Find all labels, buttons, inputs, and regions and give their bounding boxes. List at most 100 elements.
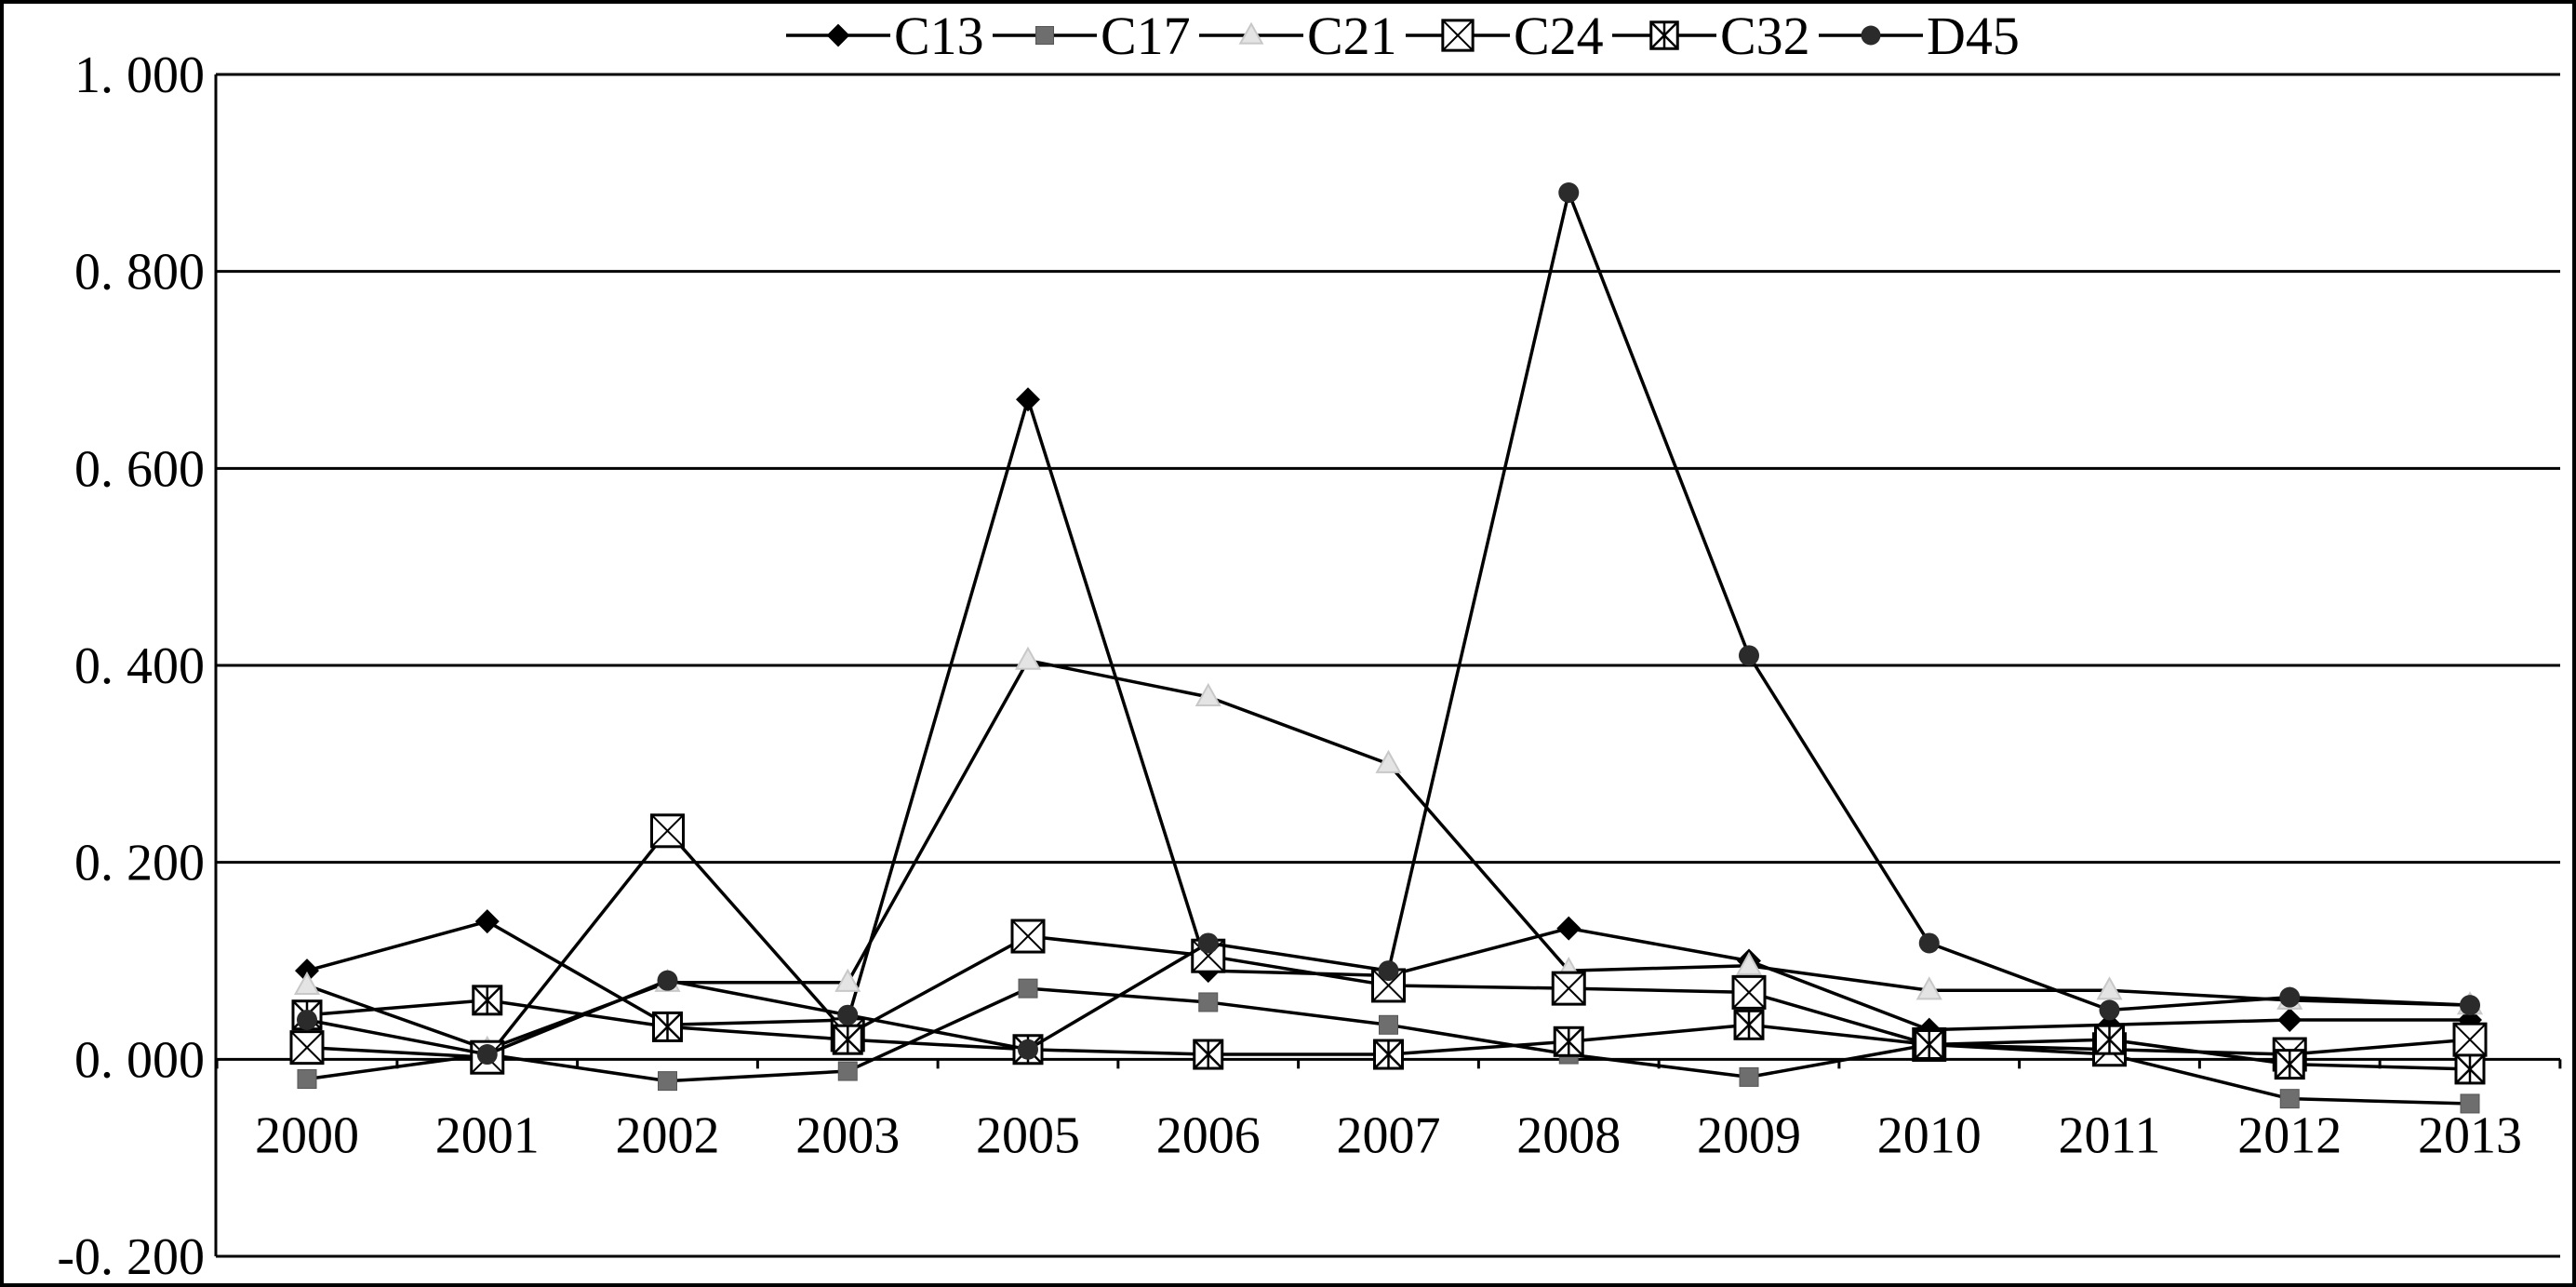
point-c32-2006 bbox=[1193, 1039, 1224, 1070]
point-d45-2003 bbox=[837, 1004, 859, 1026]
point-c21-2011 bbox=[2096, 976, 2123, 1000]
legend: C13 C17 C21 C24 C32 D45 bbox=[786, 6, 2020, 66]
point-d45-2009 bbox=[1739, 645, 1759, 666]
y-tick-label-5: 0. 000 bbox=[74, 1031, 205, 1089]
point-d45-2000 bbox=[297, 1010, 317, 1030]
point-c24-2009 bbox=[1731, 974, 1767, 1010]
point-c32-2010 bbox=[1914, 1028, 1945, 1060]
point-d45-2010-shape bbox=[1918, 932, 1940, 954]
x-tick-label-2002: 2002 bbox=[616, 1106, 720, 1164]
point-c17-2000 bbox=[297, 1069, 317, 1089]
point-d45-2000-shape bbox=[297, 1010, 317, 1030]
point-c17-2006-shape bbox=[1198, 992, 1219, 1012]
point-c21-2009 bbox=[1735, 951, 1763, 975]
point-c24-2008-diag-b bbox=[1552, 972, 1585, 1005]
legend-item-c17: C17 bbox=[993, 6, 1191, 66]
point-c24-2000 bbox=[289, 1030, 325, 1066]
point-c17-2007-shape bbox=[1379, 1014, 1398, 1035]
point-c13-2012-shape bbox=[2277, 1008, 2302, 1032]
legend-item-c21: C21 bbox=[1199, 6, 1397, 66]
x-tick-label-2008: 2008 bbox=[1516, 1106, 1621, 1164]
legend-label-c24: C24 bbox=[1514, 6, 1604, 66]
point-c13-2001 bbox=[474, 909, 500, 934]
point-c17-2007 bbox=[1379, 1014, 1398, 1035]
x-tick-label-2005: 2005 bbox=[976, 1106, 1080, 1164]
point-c21-2000 bbox=[293, 971, 321, 996]
point-c32-2011 bbox=[2094, 1024, 2125, 1055]
point-c17-2003-shape bbox=[837, 1061, 858, 1081]
point-c32-2012 bbox=[2274, 1049, 2305, 1080]
point-c21-2005-shape bbox=[1014, 646, 1042, 670]
point-d45-2013 bbox=[2460, 995, 2480, 1016]
point-c17-2013 bbox=[2460, 1093, 2480, 1114]
y-tick-label-3: 0. 400 bbox=[74, 637, 205, 695]
legend-marker-d45-shape bbox=[1861, 25, 1881, 46]
point-c21-2003-shape bbox=[834, 968, 861, 992]
x-tick-label-2009: 2009 bbox=[1697, 1106, 1801, 1164]
x-tick-label-2006: 2006 bbox=[1156, 1106, 1261, 1164]
point-c17-2009 bbox=[1739, 1066, 1759, 1087]
legend-marker-d45 bbox=[1861, 25, 1881, 46]
point-d45-2011-shape bbox=[2099, 999, 2120, 1021]
point-c32-2003 bbox=[832, 1024, 863, 1055]
legend-marker-c17-shape bbox=[1035, 26, 1054, 45]
legend-label-d45: D45 bbox=[1927, 6, 2020, 66]
point-c17-2003 bbox=[837, 1061, 858, 1081]
point-c17-2005-shape bbox=[1018, 978, 1038, 999]
legend-item-d45: D45 bbox=[1819, 6, 2020, 66]
point-c21-2006-shape bbox=[1195, 682, 1221, 706]
point-c24-2009-diag-b bbox=[1732, 975, 1766, 1010]
point-c21-2003 bbox=[834, 968, 861, 992]
legend-label-c17: C17 bbox=[1101, 6, 1191, 66]
point-c21-2009-shape bbox=[1735, 951, 1763, 975]
point-d45-2008 bbox=[1558, 182, 1580, 203]
y-tick-label-1: 0. 800 bbox=[74, 244, 205, 302]
legend-marker-c24 bbox=[1441, 19, 1475, 52]
point-d45-2002-shape bbox=[657, 970, 678, 991]
point-d45-2008-shape bbox=[1558, 182, 1580, 203]
point-d45-2003-shape bbox=[837, 1004, 859, 1026]
y-tick-label-4: 0. 200 bbox=[74, 835, 205, 892]
point-c32-2009 bbox=[1733, 1009, 1765, 1040]
x-tick-label-2001: 2001 bbox=[435, 1106, 540, 1164]
point-c17-2012-shape bbox=[2279, 1089, 2300, 1109]
point-d45-2002 bbox=[657, 970, 678, 991]
point-c24-2000-diag-b bbox=[290, 1030, 324, 1065]
point-c17-2006 bbox=[1198, 992, 1219, 1012]
y-tick-label-6: -0. 200 bbox=[57, 1228, 205, 1286]
point-c24-2002-diag-b bbox=[650, 814, 685, 848]
point-c17-2013-shape bbox=[2460, 1093, 2480, 1114]
point-d45-2011 bbox=[2099, 999, 2120, 1021]
point-c21-2005 bbox=[1014, 646, 1042, 670]
legend-marker-c24-diag-b bbox=[1442, 20, 1474, 51]
point-c17-2002-shape bbox=[658, 1071, 677, 1092]
legend-marker-c21 bbox=[1238, 21, 1264, 45]
point-c24-2005-diag-b bbox=[1011, 919, 1045, 953]
point-d45-2010 bbox=[1918, 932, 1940, 954]
point-c32-2007 bbox=[1373, 1039, 1404, 1070]
legend-item-c24: C24 bbox=[1406, 6, 1604, 66]
legend-item-c32: C32 bbox=[1612, 6, 1810, 66]
x-tick-label-2011: 2011 bbox=[2059, 1106, 2161, 1164]
point-d45-2006 bbox=[1197, 932, 1219, 954]
point-c32-2001 bbox=[472, 985, 503, 1016]
point-d45-2005-shape bbox=[1018, 1039, 1038, 1060]
legend-marker-c17 bbox=[1035, 26, 1054, 45]
point-c13-2000 bbox=[295, 959, 319, 984]
point-c21-2011-shape bbox=[2096, 976, 2123, 1000]
series-d45 bbox=[297, 182, 2480, 1066]
y-tick-label-0: 1. 000 bbox=[74, 47, 205, 104]
point-c24-2007-diag-b bbox=[1371, 969, 1406, 1002]
point-d45-2006-shape bbox=[1197, 932, 1219, 954]
point-d45-2012-shape bbox=[2279, 986, 2301, 1008]
point-c13-2012 bbox=[2277, 1008, 2302, 1032]
point-c17-2012 bbox=[2279, 1089, 2300, 1109]
point-c13-2008-shape bbox=[1556, 916, 1582, 941]
point-c13-2000-shape bbox=[295, 959, 319, 984]
point-c13-2005-shape bbox=[1016, 387, 1040, 412]
point-c17-2009-shape bbox=[1739, 1066, 1759, 1087]
legend-marker-c32 bbox=[1649, 20, 1679, 50]
point-c24-2002 bbox=[650, 813, 685, 849]
